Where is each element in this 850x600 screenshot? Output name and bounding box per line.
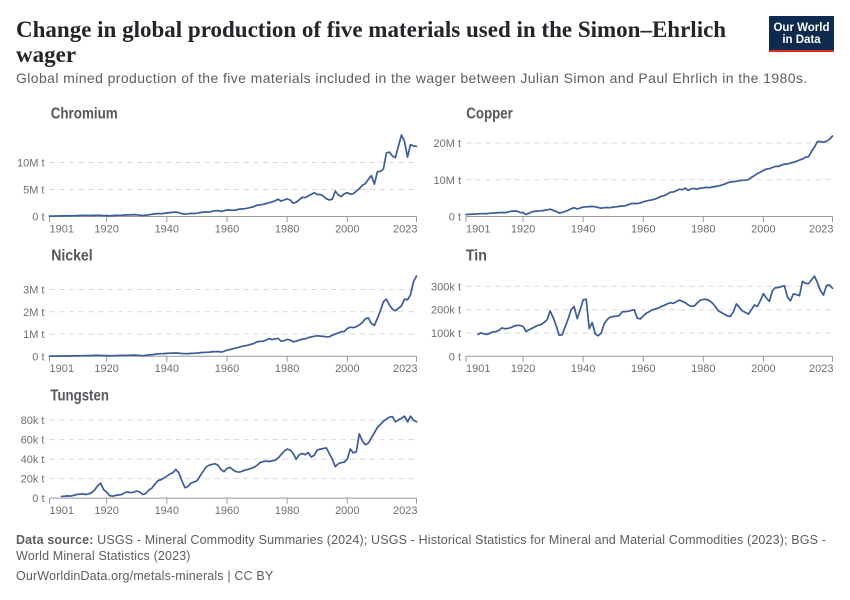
svg-text:1980: 1980: [691, 223, 715, 235]
svg-text:1920: 1920: [94, 505, 118, 517]
svg-text:Tin: Tin: [466, 247, 487, 264]
svg-text:2M t: 2M t: [23, 307, 44, 319]
svg-text:40k t: 40k t: [21, 454, 45, 466]
svg-text:1901: 1901: [50, 223, 74, 235]
svg-text:Nickel: Nickel: [51, 247, 92, 264]
svg-text:1980: 1980: [275, 223, 299, 235]
svg-text:1960: 1960: [215, 223, 239, 235]
svg-text:Tungsten: Tungsten: [50, 388, 109, 405]
svg-text:1901: 1901: [466, 223, 490, 235]
svg-text:1980: 1980: [275, 363, 299, 375]
svg-text:1940: 1940: [155, 223, 179, 235]
svg-text:1M t: 1M t: [23, 329, 44, 341]
svg-text:5M t: 5M t: [23, 185, 44, 197]
svg-text:0 t: 0 t: [32, 212, 44, 224]
svg-text:1920: 1920: [94, 223, 118, 235]
svg-text:1940: 1940: [155, 505, 179, 517]
svg-text:2000: 2000: [335, 505, 359, 517]
svg-text:200k t: 200k t: [431, 305, 461, 317]
svg-text:1980: 1980: [275, 505, 299, 517]
svg-text:1980: 1980: [691, 363, 715, 375]
svg-text:1920: 1920: [511, 363, 535, 375]
svg-text:80k t: 80k t: [21, 415, 45, 427]
svg-text:10M t: 10M t: [433, 175, 461, 187]
svg-text:2023: 2023: [809, 363, 833, 375]
svg-text:300k t: 300k t: [431, 281, 461, 293]
svg-text:1960: 1960: [631, 223, 655, 235]
svg-text:1940: 1940: [571, 223, 595, 235]
svg-text:1901: 1901: [50, 363, 74, 375]
svg-text:Copper: Copper: [466, 106, 513, 123]
svg-text:2023: 2023: [393, 363, 417, 375]
svg-text:1901: 1901: [50, 505, 74, 517]
svg-text:2000: 2000: [335, 223, 359, 235]
svg-text:60k t: 60k t: [21, 435, 45, 447]
svg-text:1960: 1960: [215, 505, 239, 517]
svg-text:0 t: 0 t: [32, 351, 44, 363]
svg-text:1940: 1940: [155, 363, 179, 375]
svg-text:0 t: 0 t: [449, 351, 461, 363]
svg-text:2023: 2023: [809, 223, 833, 235]
svg-text:0 t: 0 t: [32, 493, 44, 505]
svg-text:2000: 2000: [335, 363, 359, 375]
svg-text:1901: 1901: [466, 363, 490, 375]
svg-text:20k t: 20k t: [21, 474, 45, 486]
svg-text:1960: 1960: [631, 363, 655, 375]
svg-text:2000: 2000: [751, 223, 775, 235]
svg-text:100k t: 100k t: [431, 328, 461, 340]
svg-text:2023: 2023: [393, 223, 417, 235]
svg-text:0 t: 0 t: [449, 212, 461, 224]
svg-text:2023: 2023: [393, 505, 417, 517]
svg-text:3M t: 3M t: [23, 285, 44, 297]
svg-text:20M t: 20M t: [433, 138, 461, 150]
svg-text:Chromium: Chromium: [51, 106, 118, 123]
svg-text:1920: 1920: [511, 223, 535, 235]
svg-text:1920: 1920: [94, 363, 118, 375]
svg-text:2000: 2000: [751, 363, 775, 375]
svg-text:10M t: 10M t: [17, 158, 45, 170]
svg-text:1960: 1960: [215, 363, 239, 375]
svg-text:1940: 1940: [571, 363, 595, 375]
